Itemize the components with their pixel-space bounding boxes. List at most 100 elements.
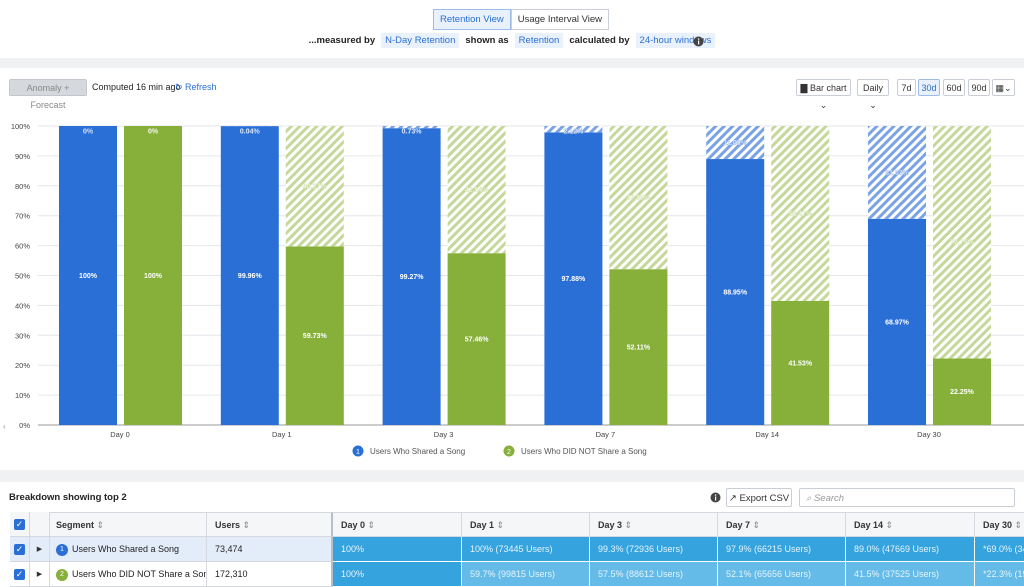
users-cell: 172,310: [207, 562, 333, 587]
y-tick-label: 50%: [15, 272, 30, 281]
checkbox[interactable]: ✓: [14, 569, 25, 580]
dropped-label: 11.05%: [724, 140, 748, 147]
value-label: 22.25%: [950, 389, 975, 396]
dropped-label: 58.47%: [788, 211, 813, 218]
retention-cell: 52.1% (65656 Users): [718, 562, 846, 587]
export-text: Export CSV: [739, 493, 789, 504]
column-header[interactable]: Day 14: [846, 512, 975, 537]
range-button[interactable]: 90d: [968, 79, 990, 96]
dropped-label: 42.54%: [465, 187, 490, 194]
dropped-label: 0%: [83, 129, 94, 136]
refresh-text: Refresh: [185, 82, 217, 92]
value-label: 68.97%: [885, 319, 910, 326]
x-tick-label: Day 14: [755, 430, 779, 439]
y-tick-label: 10%: [15, 391, 30, 400]
refresh-link[interactable]: ↻ Refresh: [175, 82, 217, 93]
column-header[interactable]: Day 1: [462, 512, 590, 537]
dropped-label: 77.75%: [950, 240, 975, 247]
value-label: 100%: [144, 273, 163, 280]
column-header[interactable]: Segment: [50, 512, 207, 537]
retention-cell: 41.5% (37525 Users): [846, 562, 975, 587]
x-tick-label: Day 1: [272, 430, 292, 439]
retention-cell: *69.0% (34: [975, 537, 1024, 562]
column-header[interactable]: Day 7: [718, 512, 846, 537]
retention-cell: 59.7% (99815 Users): [462, 562, 590, 587]
column-header[interactable]: Users: [207, 512, 333, 537]
expand-arrow[interactable]: ▶: [30, 537, 50, 562]
y-tick-label: 40%: [15, 301, 30, 310]
value-label: 59.73%: [303, 333, 328, 340]
column-header[interactable]: Day 3: [590, 512, 718, 537]
column-header[interactable]: Day 0: [333, 512, 462, 537]
measure-text: shown as: [465, 35, 508, 46]
dropped-label: 0.04%: [240, 129, 261, 136]
measure-chip[interactable]: Retention: [515, 33, 564, 48]
legend-badge-number: 2: [507, 449, 511, 456]
dropped-label: 40.27%: [303, 184, 328, 191]
value-label: 99.96%: [238, 273, 263, 280]
x-tick-label: Day 3: [434, 430, 454, 439]
expand-arrow[interactable]: ▶: [30, 562, 50, 587]
value-label: 100%: [79, 273, 98, 280]
segment-name: Users Who DID NOT Share a Song: [72, 569, 207, 579]
y-tick-label: 70%: [15, 212, 30, 221]
view-option[interactable]: Usage Interval View: [511, 9, 609, 30]
y-tick-label: 20%: [15, 361, 30, 370]
retention-cell: 100%: [333, 562, 462, 587]
scroll-arrow[interactable]: ‹: [3, 422, 6, 431]
chart-type-select[interactable]: ▇ Bar chart ⌄: [796, 79, 851, 96]
dropped-label: 0%: [148, 129, 159, 136]
value-label: 88.95%: [723, 290, 748, 297]
segment-badge: 1: [56, 544, 68, 556]
measure-text: calculated by: [569, 35, 629, 46]
x-tick-label: Day 0: [110, 430, 130, 439]
segment-name: Users Who Shared a Song: [72, 544, 179, 554]
search-input[interactable]: ⌕ Search: [799, 488, 1015, 507]
value-label: 57.46%: [465, 337, 490, 344]
value-label: 52.11%: [627, 345, 651, 352]
legend-badge-number: 1: [356, 449, 360, 456]
chart: ‹ 0%10%20%30%40%50%60%70%80%90%100%Day 0…: [0, 110, 1024, 468]
chart-type-text: Bar chart: [810, 83, 847, 93]
interval-select[interactable]: Daily ⌄: [857, 79, 889, 96]
y-tick-label: 80%: [15, 182, 30, 191]
segment-badge: 2: [56, 569, 68, 581]
retention-cell: 100%: [333, 537, 462, 562]
dropped-label: 47.89%: [627, 195, 652, 202]
range-button[interactable]: 7d: [897, 79, 916, 96]
export-button[interactable]: ↗ Export CSV: [726, 488, 792, 507]
y-tick-label: 30%: [15, 331, 30, 340]
y-tick-label: 0%: [19, 421, 30, 430]
retention-cell: 57.5% (88612 Users): [590, 562, 718, 587]
info-icon[interactable]: [710, 492, 721, 503]
x-tick-label: Day 7: [596, 430, 616, 439]
y-tick-label: 90%: [15, 152, 30, 161]
dropped-label: 31.03%: [885, 170, 910, 177]
expand-header: [30, 512, 50, 537]
y-tick-label: 60%: [15, 242, 30, 251]
separator: [0, 470, 1024, 482]
anomaly-button[interactable]: Anomaly + Forecast: [9, 79, 87, 96]
range-button[interactable]: 30d: [918, 79, 940, 96]
interval-text: Daily: [863, 83, 883, 93]
retention-cell: *22.3% (19: [975, 562, 1024, 587]
view-option[interactable]: Retention View: [433, 9, 511, 30]
computed-text: Computed 16 min ago: [92, 82, 181, 92]
search-placeholder: Search: [814, 493, 844, 504]
retention-cell: 99.3% (72936 Users): [590, 537, 718, 562]
users-cell: 73,474: [207, 537, 333, 562]
calendar-button[interactable]: ▦⌄: [992, 79, 1015, 96]
legend-label: Users Who DID NOT Share a Song: [521, 447, 647, 456]
range-button[interactable]: 60d: [943, 79, 965, 96]
legend-label: Users Who Shared a Song: [370, 447, 465, 456]
value-label: 41.53%: [788, 360, 813, 367]
column-header[interactable]: Day 30: [975, 512, 1024, 537]
segment-cell: 2 Users Who DID NOT Share a Song: [50, 562, 207, 587]
dropped-label: 0.73%: [402, 129, 423, 136]
checkbox[interactable]: ✓: [14, 544, 25, 555]
info-icon[interactable]: [693, 36, 704, 47]
measure-chip[interactable]: N-Day Retention: [381, 33, 459, 48]
checkbox[interactable]: ✓: [14, 519, 25, 530]
